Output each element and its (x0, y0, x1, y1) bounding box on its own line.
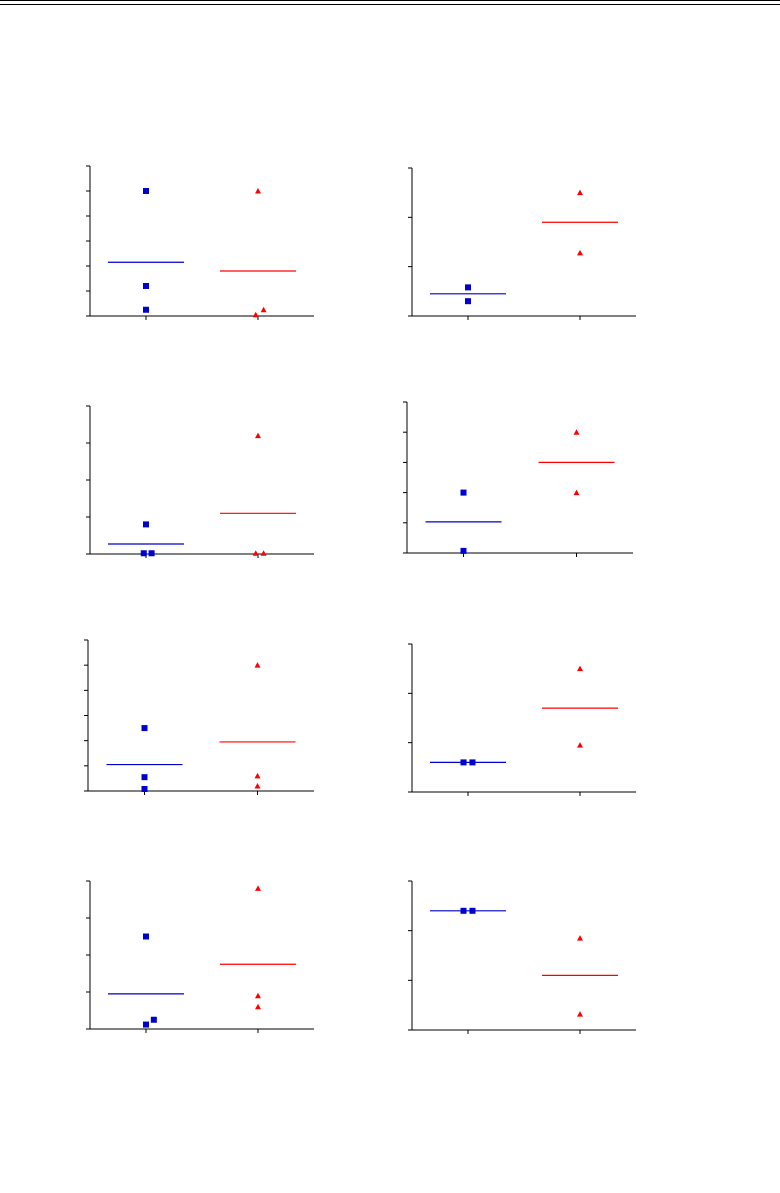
data-point-group-1 (465, 298, 471, 305)
data-point-group-2 (577, 935, 583, 941)
scatter-plot-2 (408, 167, 636, 320)
data-point-group-1 (141, 725, 148, 732)
data-point-group-1 (460, 759, 467, 766)
scatter-plot-8 (408, 880, 636, 1034)
scatter-plot-3 (86, 405, 314, 558)
data-point-group-1 (143, 1021, 149, 1028)
scatter-panel-8 (402, 875, 646, 1040)
data-point-group-1 (141, 774, 148, 781)
scatter-panel-6 (402, 638, 646, 802)
data-point-group-2 (577, 249, 583, 256)
data-point-group-1 (465, 284, 471, 291)
data-point-group-2 (252, 311, 259, 318)
data-point-group-1 (460, 547, 467, 554)
data-point-group-2 (254, 772, 261, 779)
data-point-group-1 (143, 188, 149, 194)
data-point-group-2 (255, 432, 261, 439)
data-point-group-2 (577, 742, 583, 748)
data-point-group-2 (577, 1011, 583, 1017)
data-point-group-2 (260, 550, 267, 556)
scatter-plot-5 (84, 639, 314, 795)
data-point-group-1 (469, 759, 476, 766)
data-point-group-2 (255, 188, 261, 194)
scatter-panel-4 (397, 396, 643, 563)
data-point-group-2 (254, 782, 261, 789)
scatter-panel-5 (78, 634, 324, 801)
data-point-group-2 (260, 306, 267, 313)
data-point-group-1 (150, 1016, 157, 1023)
scatter-plot-7 (86, 880, 314, 1033)
data-point-group-2 (577, 189, 583, 196)
data-point-group-1 (143, 521, 149, 528)
data-point-group-1 (460, 907, 467, 914)
data-point-group-2 (255, 992, 261, 999)
scatter-panel-3 (80, 400, 324, 564)
data-point-group-1 (143, 306, 149, 313)
data-point-group-1 (143, 283, 149, 289)
scatter-panel-1 (80, 160, 324, 326)
data-point-group-1 (148, 550, 155, 557)
top-rule (0, 0, 780, 5)
data-point-group-2 (255, 885, 261, 891)
data-point-group-2 (255, 1003, 261, 1010)
scatter-panel-7 (80, 875, 324, 1039)
data-point-group-2 (573, 429, 580, 435)
data-point-group-1 (141, 785, 148, 792)
data-point-group-1 (460, 489, 467, 496)
scatter-panel-2 (402, 162, 646, 326)
data-point-group-2 (254, 662, 261, 668)
scatter-plot-6 (408, 643, 636, 796)
data-point-group-1 (469, 907, 476, 914)
data-point-group-1 (140, 550, 147, 557)
scatter-plot-4 (403, 401, 633, 557)
scatter-plot-1 (86, 165, 314, 320)
data-point-group-2 (252, 550, 259, 556)
data-point-group-2 (573, 489, 580, 496)
data-point-group-2 (577, 665, 583, 672)
data-point-group-1 (143, 933, 149, 940)
